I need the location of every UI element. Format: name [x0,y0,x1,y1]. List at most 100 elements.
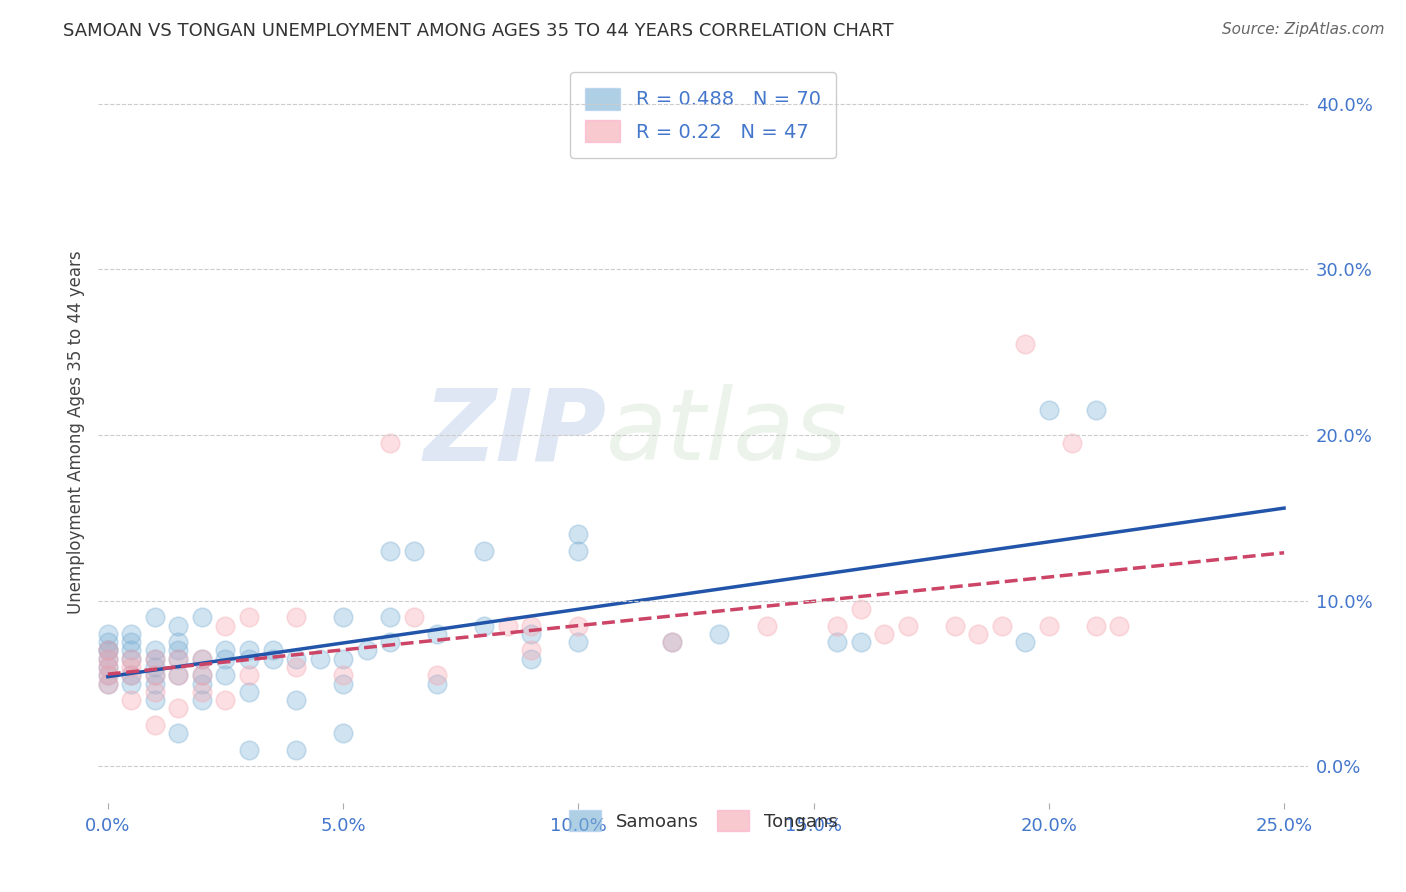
Point [1084,403,1107,417]
Point [143,651,166,665]
Point [262,643,284,657]
Point [214,643,236,657]
Point [378,544,401,558]
Point [97,668,120,682]
Point [143,651,166,665]
Text: atlas: atlas [606,384,848,481]
Point [567,544,589,558]
Point [520,618,543,632]
Point [567,618,589,632]
Point [1108,618,1130,632]
Point [191,685,214,699]
Point [661,635,683,649]
Point [402,610,425,624]
Point [167,668,190,682]
Legend: Samoans, Tongans: Samoans, Tongans [561,803,845,838]
Point [167,726,190,740]
Point [120,668,142,682]
Point [167,668,190,682]
Point [1084,618,1107,632]
Point [520,643,543,657]
Y-axis label: Unemployment Among Ages 35 to 44 years: Unemployment Among Ages 35 to 44 years [66,251,84,615]
Point [873,627,896,641]
Point [332,676,354,690]
Point [214,668,236,682]
Point [1038,618,1060,632]
Point [426,668,449,682]
Point [191,651,214,665]
Point [285,743,308,757]
Text: SAMOAN VS TONGAN UNEMPLOYMENT AMONG AGES 35 TO 44 YEARS CORRELATION CHART: SAMOAN VS TONGAN UNEMPLOYMENT AMONG AGES… [63,22,894,40]
Point [120,660,142,674]
Point [238,643,260,657]
Point [238,685,260,699]
Point [402,544,425,558]
Point [567,527,589,541]
Point [332,651,354,665]
Point [191,668,214,682]
Point [97,660,120,674]
Point [191,693,214,707]
Point [120,651,142,665]
Point [97,651,120,665]
Point [191,676,214,690]
Point [167,635,190,649]
Point [238,651,260,665]
Point [661,635,683,649]
Point [825,635,848,649]
Point [167,651,190,665]
Point [120,668,142,682]
Point [1014,337,1036,351]
Point [426,627,449,641]
Point [308,651,330,665]
Point [191,610,214,624]
Point [825,618,848,632]
Point [143,610,166,624]
Point [472,618,495,632]
Point [378,610,401,624]
Point [214,693,236,707]
Point [97,643,120,657]
Point [567,635,589,649]
Point [143,668,166,682]
Point [143,668,166,682]
Point [285,660,308,674]
Point [97,676,120,690]
Point [120,627,142,641]
Point [520,627,543,641]
Point [378,635,401,649]
Point [120,635,142,649]
Point [167,651,190,665]
Point [97,676,120,690]
Point [97,643,120,657]
Text: ZIP: ZIP [423,384,606,481]
Point [426,676,449,690]
Point [943,618,966,632]
Point [285,693,308,707]
Point [897,618,920,632]
Point [167,701,190,715]
Point [262,651,284,665]
Point [143,676,166,690]
Point [97,635,120,649]
Point [120,643,142,657]
Point [191,668,214,682]
Point [849,635,872,649]
Point [120,676,142,690]
Point [97,627,120,641]
Point [332,668,354,682]
Point [356,643,378,657]
Point [332,726,354,740]
Point [97,651,120,665]
Text: Source: ZipAtlas.com: Source: ZipAtlas.com [1222,22,1385,37]
Point [214,618,236,632]
Point [849,602,872,616]
Point [990,618,1012,632]
Point [285,651,308,665]
Point [1038,403,1060,417]
Point [378,436,401,450]
Point [120,693,142,707]
Point [167,618,190,632]
Point [496,618,519,632]
Point [191,651,214,665]
